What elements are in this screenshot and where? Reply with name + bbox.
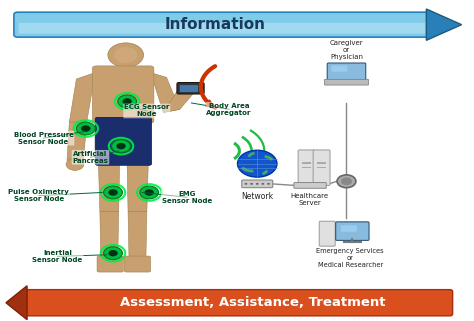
- Circle shape: [118, 95, 137, 108]
- Circle shape: [104, 186, 122, 199]
- Circle shape: [262, 183, 264, 185]
- FancyBboxPatch shape: [124, 256, 151, 272]
- Text: Assessment, Assistance, Treatment: Assessment, Assistance, Treatment: [120, 296, 385, 309]
- Text: Blood Pressure
Sensor Node: Blood Pressure Sensor Node: [13, 132, 73, 145]
- Circle shape: [81, 125, 91, 132]
- Circle shape: [256, 183, 259, 185]
- FancyBboxPatch shape: [331, 65, 347, 72]
- Circle shape: [116, 143, 126, 149]
- FancyBboxPatch shape: [24, 290, 453, 316]
- FancyBboxPatch shape: [319, 221, 335, 246]
- Polygon shape: [163, 87, 196, 113]
- Text: EMG
Sensor Node: EMG Sensor Node: [162, 191, 212, 204]
- Bar: [317, 162, 326, 164]
- FancyBboxPatch shape: [95, 117, 152, 165]
- Text: Emergency Services
or
Medical Researcher: Emergency Services or Medical Researcher: [317, 248, 384, 268]
- Circle shape: [111, 140, 130, 152]
- Text: Information: Information: [164, 17, 265, 32]
- Circle shape: [109, 189, 118, 196]
- FancyBboxPatch shape: [294, 183, 326, 188]
- FancyBboxPatch shape: [313, 150, 330, 186]
- Polygon shape: [127, 164, 148, 212]
- Bar: [118, 63, 128, 69]
- Circle shape: [245, 183, 247, 185]
- Text: Pulse Oximetry
Sensor Node: Pulse Oximetry Sensor Node: [9, 189, 69, 202]
- Text: Caregiver
or
Physician: Caregiver or Physician: [330, 40, 363, 60]
- Text: Healthcare
Server: Healthcare Server: [291, 193, 329, 206]
- Polygon shape: [67, 122, 87, 160]
- Polygon shape: [100, 212, 118, 258]
- FancyBboxPatch shape: [327, 63, 366, 82]
- Text: Inertial
Sensor Node: Inertial Sensor Node: [33, 250, 83, 263]
- Circle shape: [76, 122, 95, 135]
- Circle shape: [122, 98, 132, 105]
- Bar: [317, 167, 326, 169]
- Circle shape: [66, 158, 84, 170]
- Polygon shape: [426, 9, 462, 40]
- Circle shape: [341, 178, 352, 185]
- Circle shape: [267, 183, 270, 185]
- Text: ECG Sensor
Node: ECG Sensor Node: [124, 104, 170, 117]
- Circle shape: [337, 175, 356, 188]
- FancyBboxPatch shape: [298, 150, 315, 186]
- Polygon shape: [99, 164, 119, 212]
- Circle shape: [237, 150, 277, 177]
- Polygon shape: [128, 212, 147, 258]
- Polygon shape: [151, 73, 180, 113]
- Circle shape: [140, 186, 159, 199]
- FancyBboxPatch shape: [180, 85, 198, 92]
- Circle shape: [145, 189, 154, 196]
- Bar: [302, 162, 311, 164]
- Polygon shape: [6, 286, 27, 320]
- FancyBboxPatch shape: [324, 79, 369, 85]
- Bar: [302, 167, 311, 169]
- FancyBboxPatch shape: [18, 23, 425, 34]
- FancyBboxPatch shape: [242, 180, 273, 188]
- FancyBboxPatch shape: [97, 256, 123, 272]
- FancyBboxPatch shape: [92, 66, 154, 123]
- Text: Body Area
Aggregator: Body Area Aggregator: [206, 103, 252, 116]
- Text: Artificial
Pancreas: Artificial Pancreas: [73, 151, 109, 164]
- Circle shape: [114, 47, 137, 63]
- FancyBboxPatch shape: [336, 222, 369, 240]
- Circle shape: [104, 247, 122, 260]
- FancyBboxPatch shape: [14, 12, 430, 37]
- Text: Network: Network: [241, 193, 273, 202]
- FancyBboxPatch shape: [341, 225, 357, 232]
- Circle shape: [108, 43, 144, 67]
- Circle shape: [250, 183, 253, 185]
- Circle shape: [109, 250, 118, 256]
- Polygon shape: [69, 73, 95, 122]
- FancyBboxPatch shape: [177, 82, 204, 94]
